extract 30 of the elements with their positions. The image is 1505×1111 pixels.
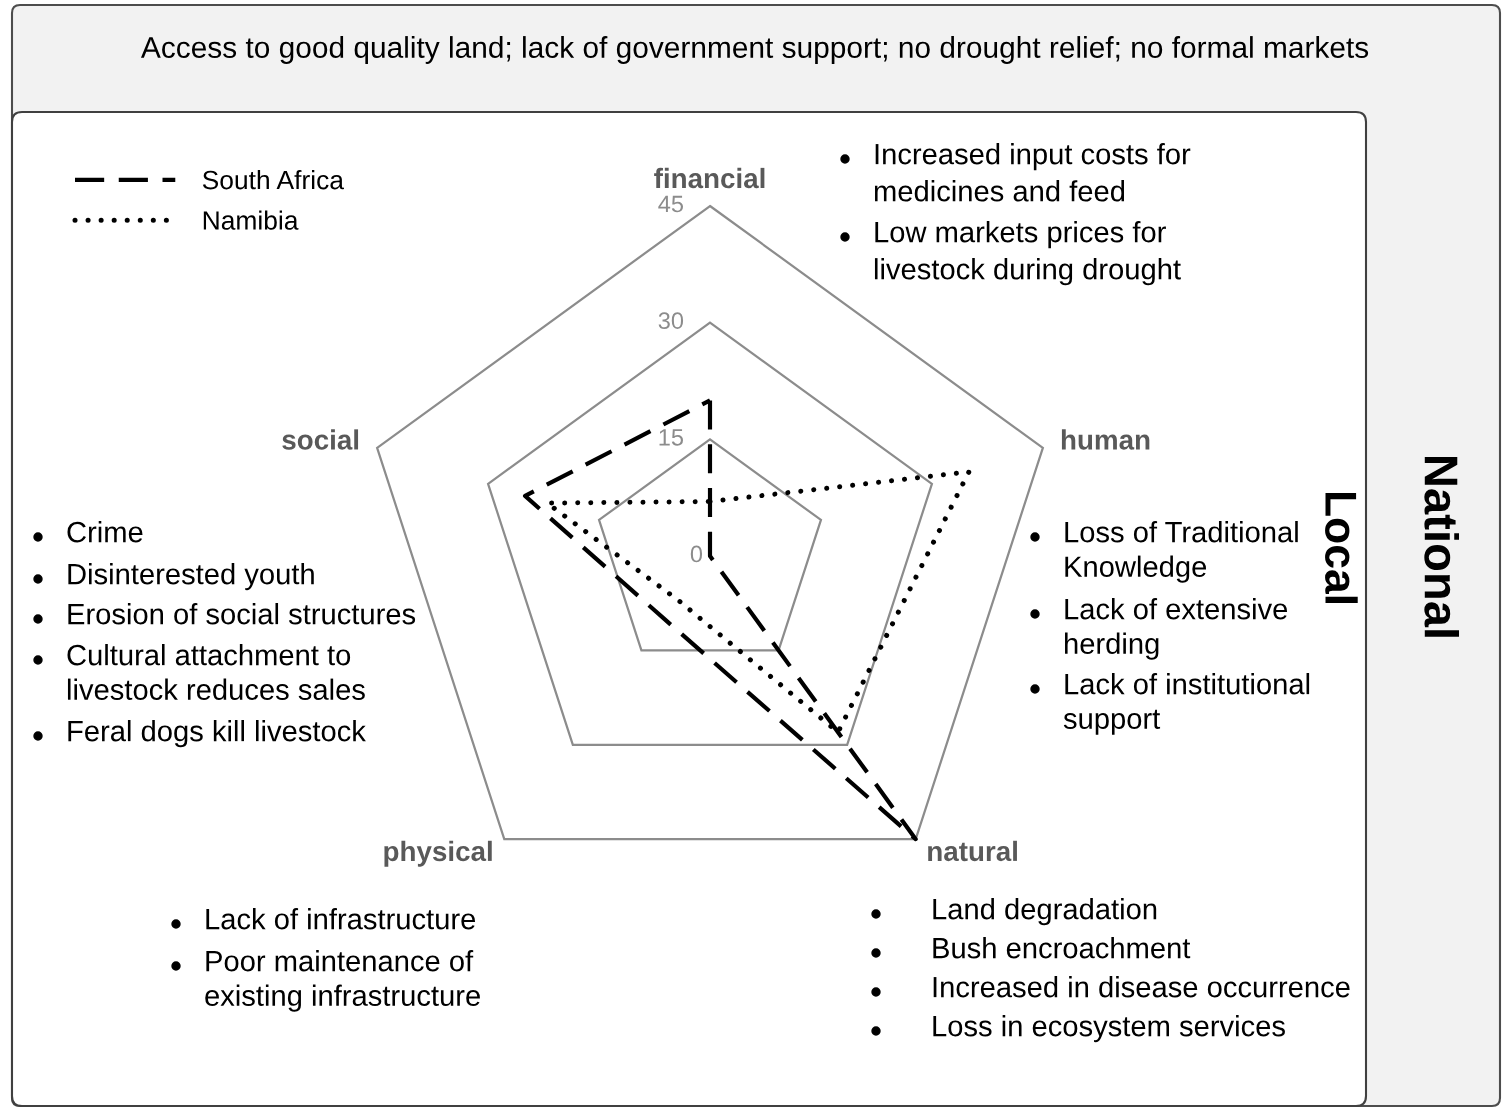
y-tick-label: 15: [659, 429, 684, 446]
legend-label: Namibia: [203, 210, 299, 230]
legend-label: South Africa: [202, 170, 344, 190]
text: Local: [1325, 492, 1358, 603]
spoke-label: human: [1061, 429, 1150, 450]
text: Disinterested youth: [68, 563, 314, 591]
spoke-label: social: [282, 429, 359, 450]
text: Lack of institutional support: [1063, 673, 1310, 735]
spoke-label: physical: [384, 840, 492, 867]
text: Access to good quality land; lack of government support; no drought relief; no formal markets: [140, 36, 1369, 64]
spoke-label: natural: [928, 840, 1017, 862]
text: Increased in disease occurrence: [933, 976, 1350, 998]
y-tick-label: 45: [658, 195, 684, 213]
text: Poor maintenance of existing infrastructure: [205, 950, 480, 1012]
text: Loss of Traditional Knowledge: [1065, 521, 1298, 583]
text: Bush encroachment: [933, 937, 1191, 959]
text: Crime: [67, 521, 143, 543]
y-tick-label: 30: [658, 312, 684, 329]
text: Increased input costs for medicines and feed: [874, 143, 1191, 202]
spoke-label: financial: [654, 167, 765, 189]
text: National: [1424, 457, 1460, 637]
text: Loss in ecosystem services: [933, 1015, 1285, 1043]
y-tick-label: 0: [690, 545, 703, 563]
text: Cultural attachment to livestock reduces sales: [67, 644, 365, 701]
text: Lack of extensive herding: [1065, 598, 1288, 660]
text: Land degradation: [933, 898, 1157, 926]
text: Low markets prices for livestock during drought: [874, 221, 1181, 286]
text: Lack of infrastructure: [206, 908, 476, 930]
text: Erosion of social structures: [68, 603, 416, 625]
text: Feral dogs kill livestock: [68, 720, 366, 748]
